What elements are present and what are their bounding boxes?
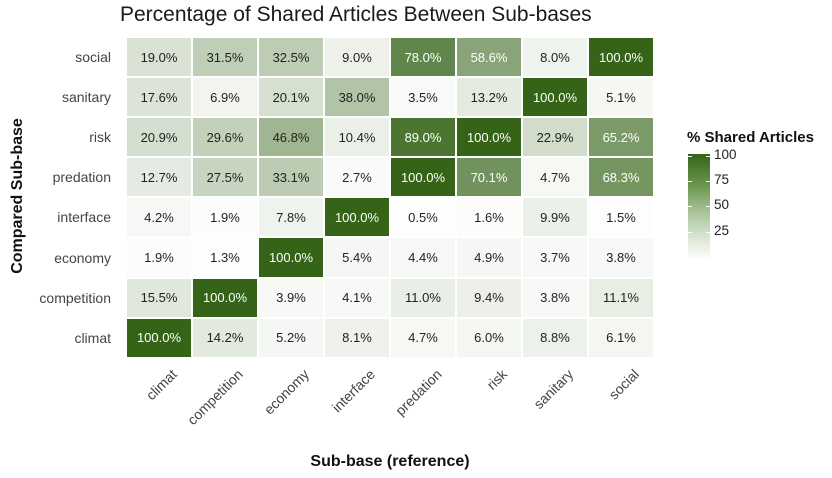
y-tick-label: interface: [57, 209, 111, 226]
legend-tick: [706, 231, 710, 233]
heatmap-cell: 4.1%: [324, 277, 390, 318]
heatmap-cell: 100.0%: [588, 37, 654, 78]
heatmap-cell: 6.1%: [588, 317, 654, 358]
x-tick-label: competition: [183, 366, 246, 428]
x-tick-label: predation: [392, 366, 445, 419]
heatmap-cell: 3.5%: [390, 77, 456, 118]
y-tick-label: climat: [74, 329, 111, 346]
heatmap-cell: 89.0%: [390, 117, 456, 158]
legend-tick: [706, 156, 710, 157]
heatmap-cell: 3.8%: [522, 277, 588, 318]
heatmap-cell: 4.4%: [390, 237, 456, 278]
heatmap-cell: 17.6%: [126, 77, 192, 118]
x-tick-label: risk: [483, 366, 511, 393]
heatmap-cell: 38.0%: [324, 77, 390, 118]
heatmap-cell: 9.0%: [324, 37, 390, 78]
heatmap-cell: 20.1%: [258, 77, 324, 118]
legend-tick: [688, 231, 692, 233]
heatmap-cell: 7.8%: [258, 197, 324, 238]
legend-tick-label: 50: [714, 197, 730, 213]
y-tick-label: social: [75, 49, 111, 65]
y-axis-labels: social sanitary risk predation interface econ…: [0, 37, 111, 358]
legend-tick-label: 75: [714, 172, 730, 188]
heatmap-cell: 3.8%: [588, 237, 654, 278]
legend-tick: [688, 181, 692, 183]
heatmap-cell: 5.1%: [588, 77, 654, 118]
heatmap-cell: 1.6%: [456, 197, 522, 238]
heatmap-cell: 8.0%: [522, 37, 588, 78]
heatmap-cell: 27.5%: [192, 157, 258, 198]
heatmap-cell: 100.0%: [390, 157, 456, 198]
heatmap-cell: 22.9%: [522, 117, 588, 158]
heatmap-cell: 29.6%: [192, 117, 258, 158]
heatmap-cell: 14.2%: [192, 317, 258, 358]
heatmap-cell: 10.4%: [324, 117, 390, 158]
x-axis-title: Sub-base (reference): [310, 453, 470, 470]
heatmap-cell: 3.9%: [258, 277, 324, 318]
chart-title: Percentage of Shared Articles Between Su…: [120, 3, 592, 26]
heatmap-cell: 5.4%: [324, 237, 390, 278]
y-tick-label: sanitary: [61, 89, 111, 106]
heatmap-cell: 9.4%: [456, 277, 522, 318]
heatmap-cell: 31.5%: [192, 37, 258, 78]
heatmap-cell: 4.2%: [126, 197, 192, 238]
legend-tick: [706, 206, 710, 208]
heatmap-cell: 12.7%: [126, 157, 192, 198]
heatmap-grid: 19.0% 31.5% 32.5% 9.0% 78.0% 58.6% 8.0% 100.0% 1…: [126, 37, 654, 358]
heatmap-cell: 46.8%: [258, 117, 324, 158]
heatmap-cell: 100.0%: [192, 277, 258, 318]
heatmap-cell: 100.0%: [522, 77, 588, 118]
x-tick-label: climat: [142, 366, 180, 404]
heatmap-cell: 20.9%: [126, 117, 192, 158]
legend-tick: [688, 156, 692, 157]
heatmap-cell: 65.2%: [588, 117, 654, 158]
heatmap-cell: 6.0%: [456, 317, 522, 358]
x-tick-label: economy: [260, 366, 313, 418]
legend-tick: [688, 206, 692, 208]
y-tick-label: risk: [89, 129, 111, 146]
heatmap-cell: 100.0%: [258, 237, 324, 278]
y-tick-label: predation: [52, 169, 111, 186]
heatmap-cell: 100.0%: [126, 317, 192, 358]
heatmap-cell: 78.0%: [390, 37, 456, 78]
heatmap-cell: 4.7%: [390, 317, 456, 358]
heatmap-cell: 9.9%: [522, 197, 588, 238]
heatmap-cell: 11.1%: [588, 277, 654, 318]
x-tick-label: sanitary: [530, 366, 577, 412]
heatmap-cell: 5.2%: [258, 317, 324, 358]
heatmap-cell: 100.0%: [456, 117, 522, 158]
heatmap-cell: 1.9%: [126, 237, 192, 278]
heatmap-cell: 6.9%: [192, 77, 258, 118]
heatmap-cell: 1.5%: [588, 197, 654, 238]
heatmap-cell: 8.1%: [324, 317, 390, 358]
heatmap-cell: 58.6%: [456, 37, 522, 78]
y-tick-label: economy: [54, 249, 111, 266]
heatmap-cell: 1.3%: [192, 237, 258, 278]
heatmap-cell: 2.7%: [324, 157, 390, 198]
legend-tick-label: 100: [714, 147, 737, 162]
heatmap-cell: 4.9%: [456, 237, 522, 278]
y-tick-label: competition: [39, 289, 111, 306]
x-tick-label: social: [605, 366, 643, 403]
legend-tick-label: 25: [714, 222, 730, 238]
heatmap-cell: 15.5%: [126, 277, 192, 318]
legend-tick: [706, 181, 710, 183]
heatmap-cell: 11.0%: [390, 277, 456, 318]
heatmap-cell: 13.2%: [456, 77, 522, 118]
heatmap-cell: 100.0%: [324, 197, 390, 238]
heatmap-cell: 4.7%: [522, 157, 588, 198]
heatmap-cell: 0.5%: [390, 197, 456, 238]
heatmap-cell: 1.9%: [192, 197, 258, 238]
heatmap-cell: 33.1%: [258, 157, 324, 198]
legend-colorbar: [688, 154, 710, 260]
x-tick-label: interface: [328, 366, 379, 416]
legend-title: % Shared Articles: [687, 129, 814, 146]
heatmap-cell: 32.5%: [258, 37, 324, 78]
heatmap-cell: 70.1%: [456, 157, 522, 198]
heatmap-cell: 19.0%: [126, 37, 192, 78]
heatmap-cell: 8.8%: [522, 317, 588, 358]
heatmap-cell: 3.7%: [522, 237, 588, 278]
heatmap-cell: 68.3%: [588, 157, 654, 198]
